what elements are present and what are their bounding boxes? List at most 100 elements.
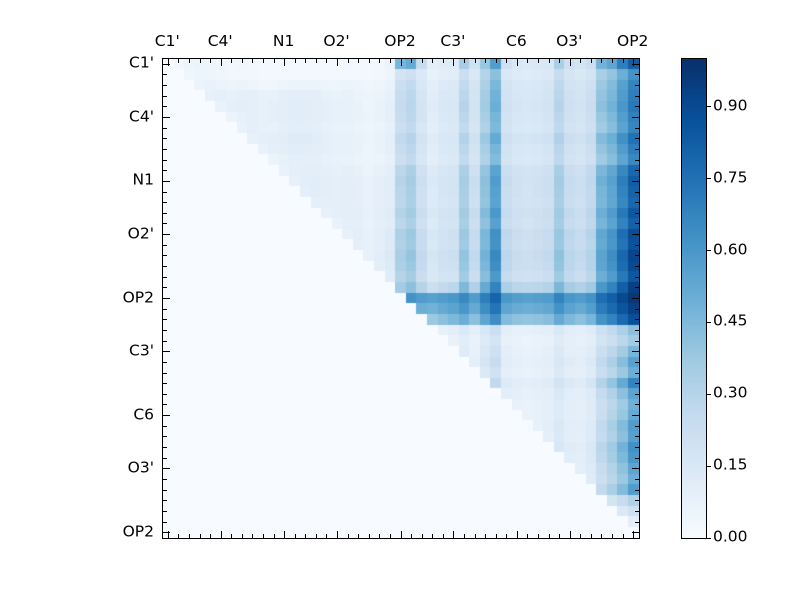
x-tick-bottom xyxy=(622,534,624,538)
y-tick-left xyxy=(163,372,167,374)
y-tick-left xyxy=(163,223,167,225)
y-tick-right xyxy=(635,308,639,310)
y-tick-left xyxy=(163,447,167,449)
x-tick-bottom xyxy=(241,534,243,538)
y-tick-left xyxy=(163,468,170,470)
y-tick-left xyxy=(163,329,167,331)
y-tick-right xyxy=(635,425,639,427)
x-tick-bottom xyxy=(538,534,539,538)
x-tick-label: OP2 xyxy=(616,32,649,50)
x-tick-top xyxy=(326,59,328,63)
x-tick-label: O3' xyxy=(556,32,583,50)
y-tick-left xyxy=(163,138,167,140)
x-tick-top xyxy=(231,59,233,63)
y-tick-left xyxy=(163,510,167,512)
x-tick-top xyxy=(506,59,508,63)
y-tick-left xyxy=(163,106,167,108)
x-tick-top xyxy=(284,59,286,66)
x-tick-bottom xyxy=(559,534,561,538)
y-tick-left xyxy=(163,436,167,438)
y-tick-label: C4' xyxy=(129,106,154,125)
x-tick-bottom xyxy=(178,534,180,538)
x-tick-top xyxy=(612,59,614,63)
y-tick-right xyxy=(635,489,639,491)
x-tick-top xyxy=(305,59,307,63)
y-tick-right xyxy=(635,95,639,97)
y-tick-right xyxy=(632,180,639,182)
colorbar-tick-label: 0.75 xyxy=(713,168,748,186)
y-tick-left xyxy=(163,532,170,534)
y-tick-left xyxy=(163,117,170,119)
colorbar-tick xyxy=(706,106,711,108)
x-tick-top xyxy=(622,59,624,63)
y-tick-left xyxy=(163,457,167,459)
y-tick-left xyxy=(163,489,167,491)
x-tick-top xyxy=(559,59,561,63)
x-tick-bottom xyxy=(379,534,381,538)
x-tick-label: O2' xyxy=(323,32,350,50)
x-tick-bottom xyxy=(294,534,296,538)
x-tick-top xyxy=(495,59,497,63)
y-tick-right xyxy=(635,361,639,363)
y-tick-right xyxy=(635,127,639,129)
colorbar-tick xyxy=(706,321,711,323)
heatmap-axes[interactable] xyxy=(162,58,640,539)
y-tick-left xyxy=(163,170,167,172)
x-tick-bottom xyxy=(569,531,571,538)
x-tick-bottom xyxy=(167,531,169,538)
x-tick-bottom xyxy=(358,534,360,538)
y-tick-left xyxy=(163,425,167,427)
y-tick-left xyxy=(163,180,170,182)
x-tick-bottom xyxy=(474,534,476,538)
y-tick-label: C3' xyxy=(129,340,154,359)
colorbar-tick xyxy=(706,250,711,252)
y-tick-right xyxy=(635,457,639,459)
colorbar[interactable] xyxy=(681,58,711,539)
x-tick-top xyxy=(252,59,254,63)
colorbar-gradient xyxy=(682,59,706,538)
y-tick-right xyxy=(635,383,639,385)
x-tick-bottom xyxy=(442,534,444,538)
x-tick-label: C3' xyxy=(440,32,466,50)
x-tick-top xyxy=(199,59,201,63)
colorbar-tick-label: 0.15 xyxy=(713,455,748,474)
y-tick-right xyxy=(632,415,639,417)
x-tick-bottom xyxy=(516,531,518,538)
y-tick-right xyxy=(635,159,639,161)
x-tick-bottom xyxy=(590,534,592,538)
y-tick-left xyxy=(163,159,167,161)
y-tick-left xyxy=(163,63,170,65)
x-tick-bottom xyxy=(411,534,413,538)
x-tick-bottom xyxy=(633,531,635,538)
y-tick-right xyxy=(635,436,639,438)
x-tick-top xyxy=(453,59,455,66)
x-tick-top xyxy=(442,59,444,63)
y-tick-right xyxy=(635,170,639,172)
y-tick-right xyxy=(635,521,639,523)
y-tick-right xyxy=(632,468,639,470)
y-tick-left xyxy=(163,478,167,480)
y-tick-right xyxy=(635,223,639,225)
x-tick-top xyxy=(485,59,487,63)
y-tick-right xyxy=(632,298,639,299)
x-tick-top xyxy=(368,59,370,63)
y-tick-right xyxy=(635,447,639,449)
x-tick-top xyxy=(262,59,264,63)
y-tick-right xyxy=(635,510,639,512)
x-tick-bottom xyxy=(188,534,190,538)
colorbar-tick xyxy=(706,393,711,395)
y-tick-left xyxy=(163,319,167,321)
y-tick-right xyxy=(632,117,639,119)
y-tick-right xyxy=(635,340,639,342)
y-tick-right xyxy=(635,255,639,257)
y-tick-left xyxy=(163,351,170,353)
y-tick-label: C1' xyxy=(129,53,154,72)
x-tick-top xyxy=(400,59,402,66)
x-tick-top xyxy=(315,59,317,63)
y-tick-right xyxy=(635,74,639,76)
x-tick-top xyxy=(463,59,465,63)
y-tick-right xyxy=(635,372,639,374)
y-tick-left xyxy=(163,415,170,417)
y-tick-left xyxy=(163,500,167,502)
